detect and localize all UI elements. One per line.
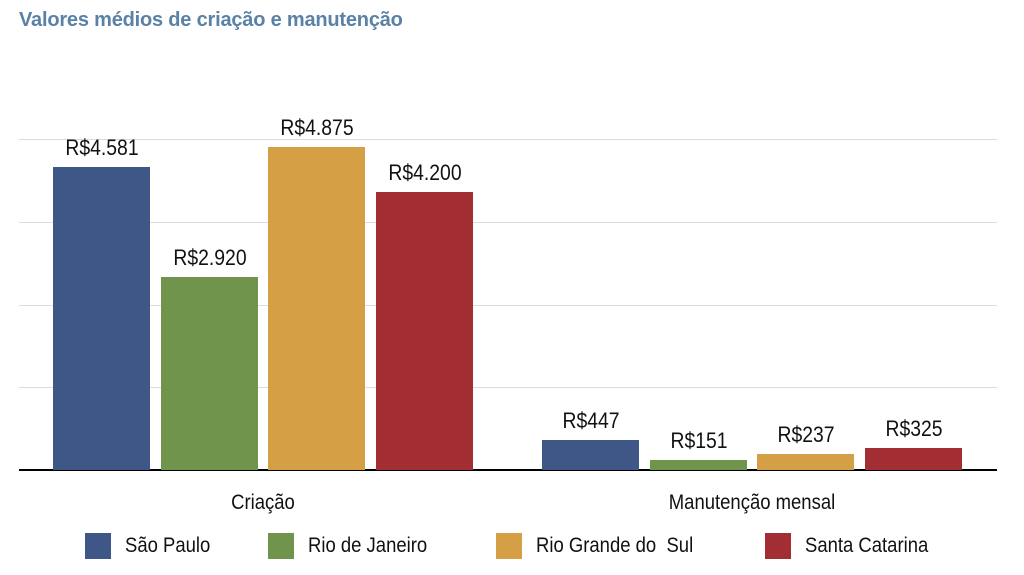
legend-label: Rio de Janeiro [308, 534, 428, 557]
bar-rio-grande-do-sul-criacao[interactable] [268, 147, 365, 470]
legend-item-rio-de-janeiro[interactable]: Rio de Janeiro [268, 533, 443, 559]
bar-santa-catarina-manutencao-mensal[interactable] [865, 448, 962, 470]
bar-santa-catarina-criacao[interactable] [376, 192, 473, 470]
legend-item-sao-paulo[interactable]: São Paulo [85, 533, 222, 559]
chart-title: Valores médios de criação e manutenção [19, 9, 403, 31]
gridline [19, 387, 997, 388]
x-axis-line [19, 469, 997, 471]
legend-label: Santa Catarina [805, 534, 929, 557]
legend-label: Rio Grande do Sul [536, 534, 694, 557]
category-label-manutencao: Manutenção mensal [668, 491, 836, 514]
legend: São Paulo Rio de Janeiro Rio Grande do S… [0, 533, 1024, 565]
gridline [19, 222, 997, 223]
gridline [19, 139, 997, 140]
legend-swatch-sao-paulo [85, 533, 111, 559]
legend-swatch-rio-grande-do-sul [496, 533, 522, 559]
bar-rio-grande-do-sul-manutencao-mensal[interactable] [757, 454, 854, 470]
category-label-criacao: Criação [231, 491, 295, 514]
data-label: R$4.581 [64, 135, 139, 160]
data-label: R$325 [884, 416, 943, 441]
data-label: R$237 [776, 422, 835, 447]
legend-swatch-santa-catarina [765, 533, 791, 559]
legend-swatch-rio-de-janeiro [268, 533, 294, 559]
legend-item-santa-catarina[interactable]: Santa Catarina [765, 533, 945, 559]
data-label: R$151 [669, 428, 728, 453]
gridline [19, 305, 997, 306]
legend-item-rio-grande-do-sul[interactable]: Rio Grande do Sul [496, 533, 715, 559]
bar-rio-de-janeiro-manutencao-mensal[interactable] [650, 460, 747, 470]
data-label: R$2.920 [172, 245, 247, 270]
data-label: R$447 [561, 408, 620, 433]
bar-sao-paulo-criacao[interactable] [53, 167, 150, 470]
data-label: R$4.200 [387, 160, 462, 185]
bar-rio-de-janeiro-criacao[interactable] [161, 277, 258, 470]
legend-label: São Paulo [125, 534, 211, 557]
bar-sao-paulo-manutencao-mensal[interactable] [542, 440, 639, 470]
data-label: R$4.875 [279, 115, 354, 140]
